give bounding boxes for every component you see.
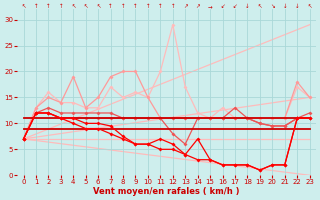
X-axis label: Vent moyen/en rafales ( km/h ): Vent moyen/en rafales ( km/h ) [93, 187, 240, 196]
